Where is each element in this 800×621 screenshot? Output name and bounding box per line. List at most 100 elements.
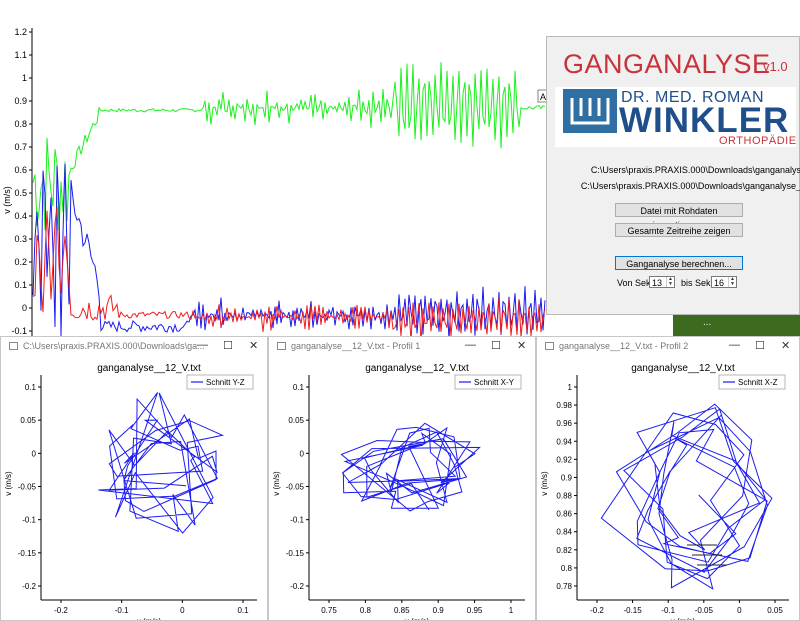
stepper-arrows-icon[interactable]: ▲ ▼ [728,277,736,287]
series-red [32,206,546,343]
main-ytick-label: 0.8 [14,119,27,129]
legend-box [454,374,522,390]
ytick-label: 0.92 [556,455,572,464]
ytick-label: 0.8 [561,564,573,573]
window-titlebar[interactable]: C:\Users\praxis.PRAXIS.000\Downloads\ga.… [1,337,267,355]
chart-top-strip-plot [556,0,800,36]
ganganalyse-app-window: GANGANALYSE v1.0 DR. MED. ROMAN WINKLER … [546,36,800,315]
window-icon [545,342,554,350]
window-titlebar[interactable]: ganganalyse__12_V.txt - Profil 1 — ☐ ✕ [269,337,535,355]
velocity-time-plot: 1.21.110.90.80.70.60.50.40.30.20.10-0.1 … [2,27,549,343]
practice-logo: DR. MED. ROMAN WINKLER ORTHOPÄDIE [555,87,796,147]
ytick-label: 0.88 [556,492,572,501]
window-title: ganganalyse__12_V.txt - Profil 1 [291,341,421,351]
series-blue [32,163,546,341]
ytick-label: 0.1 [25,383,37,392]
ytick-label: 0.1 [293,383,305,392]
plot-title: ganganalyse__12_V.txt [631,363,735,374]
main-ytick-label: 1 [22,73,27,83]
main-ylabel: v (m/s) [2,186,12,214]
xtick-label: 0.85 [394,606,410,615]
close-icon[interactable]: ✕ [781,340,791,352]
logo-mark-icon [563,89,617,133]
xtick-label: -0.2 [54,606,68,615]
minimize-icon[interactable]: — [465,339,476,351]
window-icon [277,342,286,350]
legend-box [718,374,786,390]
x-axis-label: v (m/s) [671,617,696,621]
ytick-label: -0.2 [290,582,304,591]
ytick-label: -0.05 [286,483,305,492]
xtick-label: 0 [180,606,185,615]
xtick-label: 0.8 [360,606,372,615]
ytick-label: -0.2 [22,582,36,591]
xtick-label: -0.1 [115,606,129,615]
x-axis-label: v (m/s) [405,617,430,621]
maximize-icon[interactable]: ☐ [755,340,765,352]
main-ytick-label: -0.1 [11,326,27,336]
from-seconds-label: Von Sek. [617,278,654,288]
calculate-gait-button[interactable]: Ganganalyse berechnen... [615,256,743,270]
plot-title: ganganalyse__12_V.txt [365,363,469,374]
ytick-label: 0.96 [556,419,572,428]
ytick-label: 0.98 [556,401,572,410]
plot-xy: ganganalyse__12_V.txt 0.1 0.05 0 -0.05 -0.1 -0… [272,363,525,621]
to-seconds-label: bis Sek. [681,278,714,288]
xtick-label: 0.75 [321,606,337,615]
to-seconds-stepper[interactable]: 16 ▲ ▼ [711,276,737,288]
ytick-label: 0 [32,449,37,458]
stepper-arrows-icon[interactable]: ▲ ▼ [666,277,674,287]
main-ytick-label: 0.5 [14,188,27,198]
ytick-label: 0.84 [556,528,572,537]
xtick-label: -0.1 [661,606,675,615]
maximize-icon[interactable]: ☐ [223,340,233,352]
legend-label: Schnitt X-Z [738,378,778,387]
main-ytick-label: 1.1 [14,50,27,60]
import-raw-data-button[interactable]: Datei mit Rohdaten importieren... [615,203,743,230]
xtick-label: 0.95 [467,606,483,615]
legend-label: Schnitt Y-Z [206,378,245,387]
logo-surname: WINKLER [619,101,790,140]
y-axis-label: v (m/s) [540,471,549,496]
y-axis-label: v (m/s) [272,471,281,496]
window-titlebar[interactable]: ganganalyse__12_V.txt - Profil 2 — ☐ ✕ [537,337,799,355]
ytick-label: 0 [300,449,305,458]
window-title: ganganalyse__12_V.txt - Profil 2 [559,341,689,351]
xtick-label: 0.1 [237,606,249,615]
trajectory-line [98,392,225,534]
xtick-label: 0 [737,606,742,615]
main-ytick-label: 0.7 [14,142,27,152]
ytick-label: 0.9 [561,473,573,482]
from-seconds-stepper[interactable]: 13 ▲ ▼ [649,276,675,288]
main-ytick-label: 1.2 [14,27,27,37]
close-icon[interactable]: ✕ [517,340,527,352]
ytick-label: -0.15 [286,549,305,558]
main-ytick-label: 0.9 [14,96,27,106]
minimize-icon[interactable]: — [197,339,208,351]
series-green [32,62,546,231]
main-ytick-label: 0.4 [14,211,27,221]
app-version: v1.0 [763,59,788,74]
ytick-label: 0.94 [556,437,572,446]
xtick-label: -0.2 [590,606,604,615]
xtick-label: 0.05 [767,606,783,615]
minimize-icon[interactable]: — [729,339,740,351]
main-ytick-label: 0.2 [14,257,27,267]
background-window-sliver: ... [673,315,800,339]
ytick-label: -0.1 [290,516,304,525]
ytick-label: 1 [568,383,573,392]
chart-top-strip [556,0,800,36]
chart-overlay-label[interactable]: A [540,92,546,102]
close-icon[interactable]: ✕ [249,340,259,352]
file-path-1: C:\Users\praxis.PRAXIS.000\Downloads\gan… [590,165,800,175]
main-ytick-label: 0.3 [14,234,27,244]
maximize-icon[interactable]: ☐ [491,340,501,352]
plot-yz: ganganalyse__12_V.txt 0.1 0.05 0 -0.05 -0.1 -0… [4,363,257,620]
trajectory-line [600,403,773,590]
show-full-series-button[interactable]: Gesamte Zeitreihe zeigen [615,223,743,237]
window-title: C:\Users\praxis.PRAXIS.000\Downloads\ga.… [23,341,205,351]
ytick-label: 0.82 [556,546,572,555]
main-ytick-label: 0 [22,303,27,313]
ytick-label: -0.15 [18,549,37,558]
plot-xz: ganganalyse__12_V.txt 1 0.98 0.96 0.94 0.92 0.… [540,363,789,621]
